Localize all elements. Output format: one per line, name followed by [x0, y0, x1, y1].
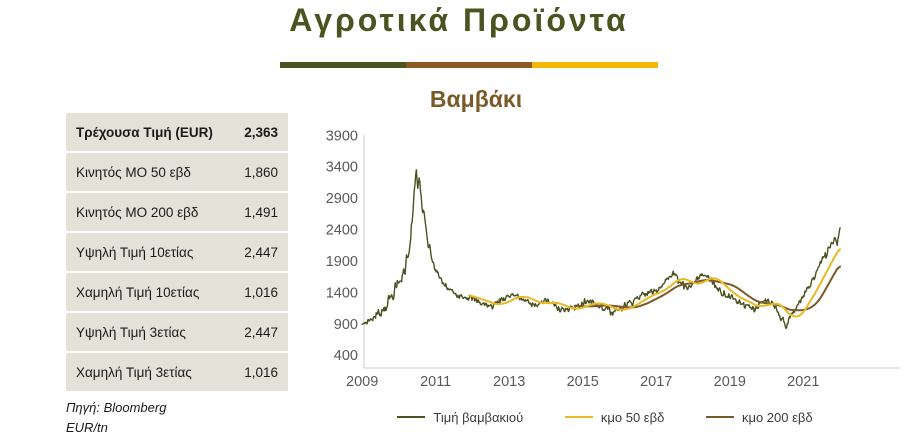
svg-text:2021: 2021	[787, 374, 819, 390]
svg-text:2017: 2017	[640, 374, 672, 390]
svg-text:3400: 3400	[326, 160, 358, 176]
svg-text:2013: 2013	[493, 374, 525, 390]
svg-text:2015: 2015	[567, 374, 599, 390]
svg-text:3900: 3900	[326, 128, 358, 144]
svg-text:1900: 1900	[326, 254, 358, 270]
svg-text:2400: 2400	[326, 223, 358, 239]
svg-text:400: 400	[334, 348, 358, 364]
svg-text:2011: 2011	[420, 374, 451, 390]
svg-text:1400: 1400	[326, 285, 358, 301]
svg-text:900: 900	[334, 317, 358, 333]
svg-text:2900: 2900	[326, 191, 358, 207]
svg-text:2019: 2019	[714, 374, 746, 390]
svg-text:2009: 2009	[346, 374, 378, 390]
